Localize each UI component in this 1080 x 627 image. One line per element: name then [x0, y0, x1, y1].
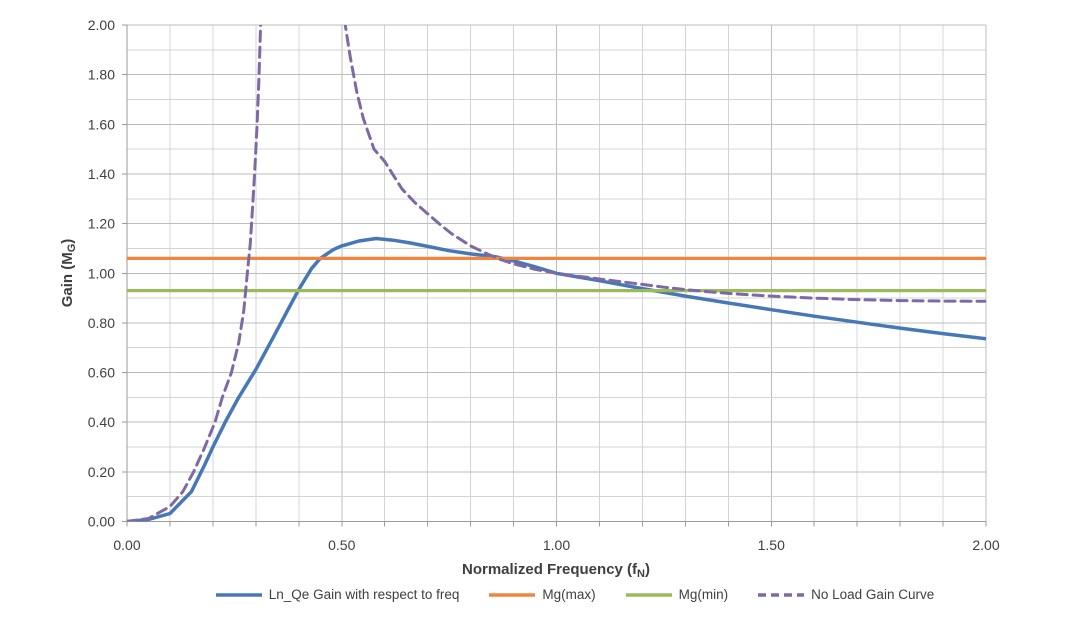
- legend-label-0: Ln_Qe Gain with respect to freq: [268, 587, 460, 602]
- y-tick-label: 1.80: [88, 67, 115, 83]
- legend-line-sample: [758, 592, 805, 597]
- legend-item-0: Ln_Qe Gain with respect to freq: [215, 587, 460, 602]
- legend-line-sample: [625, 592, 672, 597]
- y-tick-label: 0.20: [88, 464, 115, 480]
- gridlines: [126, 24, 987, 522]
- series-line-0: [127, 236, 986, 522]
- y-tick-label: 1.00: [88, 265, 115, 281]
- y-tick-label: 2.00: [88, 17, 115, 33]
- x-tick-label: 1.00: [543, 537, 570, 553]
- y-tick-label: 0.60: [88, 365, 115, 381]
- x-axis-title: Normalized Frequency (fN): [462, 561, 650, 580]
- tick-labels: 0.00 0.50 1.00 1.50 2.00 0.00 0.20 0.40 0.60 0.80…: [88, 17, 1000, 553]
- chart-legend: Ln_Qe Gain with respect to freq Mg(max) Mg…: [70, 587, 1080, 602]
- x-tick-label: 2.00: [972, 537, 999, 553]
- legend-line-sample: [215, 592, 262, 597]
- x-tick-label: 0.00: [113, 537, 140, 553]
- axis-lines: [122, 24, 987, 527]
- y-tick-label: 0.00: [88, 514, 115, 530]
- legend-line-sample: [489, 592, 536, 597]
- y-tick-label: 1.20: [88, 216, 115, 232]
- y-tick-label: 1.40: [88, 166, 115, 182]
- legend-item-2: Mg(min): [625, 587, 729, 602]
- x-tick-label: 1.50: [758, 537, 785, 553]
- y-tick-label: 1.60: [88, 116, 115, 132]
- y-axis-title: Gain (MG): [59, 239, 78, 308]
- legend-label-1: Mg(max): [542, 587, 596, 602]
- series-curves: [127, 25, 986, 522]
- x-tick-label: 0.50: [328, 537, 355, 553]
- legend-label-3: No Load Gain Curve: [811, 587, 935, 602]
- y-tick-label: 0.80: [88, 315, 115, 331]
- series-line-3: [127, 25, 263, 522]
- y-tick-label: 0.40: [88, 414, 115, 430]
- legend-item-3: No Load Gain Curve: [758, 587, 934, 602]
- legend-label-2: Mg(min): [678, 587, 729, 602]
- legend-item-1: Mg(max): [489, 587, 596, 602]
- series-line-3: [343, 25, 986, 303]
